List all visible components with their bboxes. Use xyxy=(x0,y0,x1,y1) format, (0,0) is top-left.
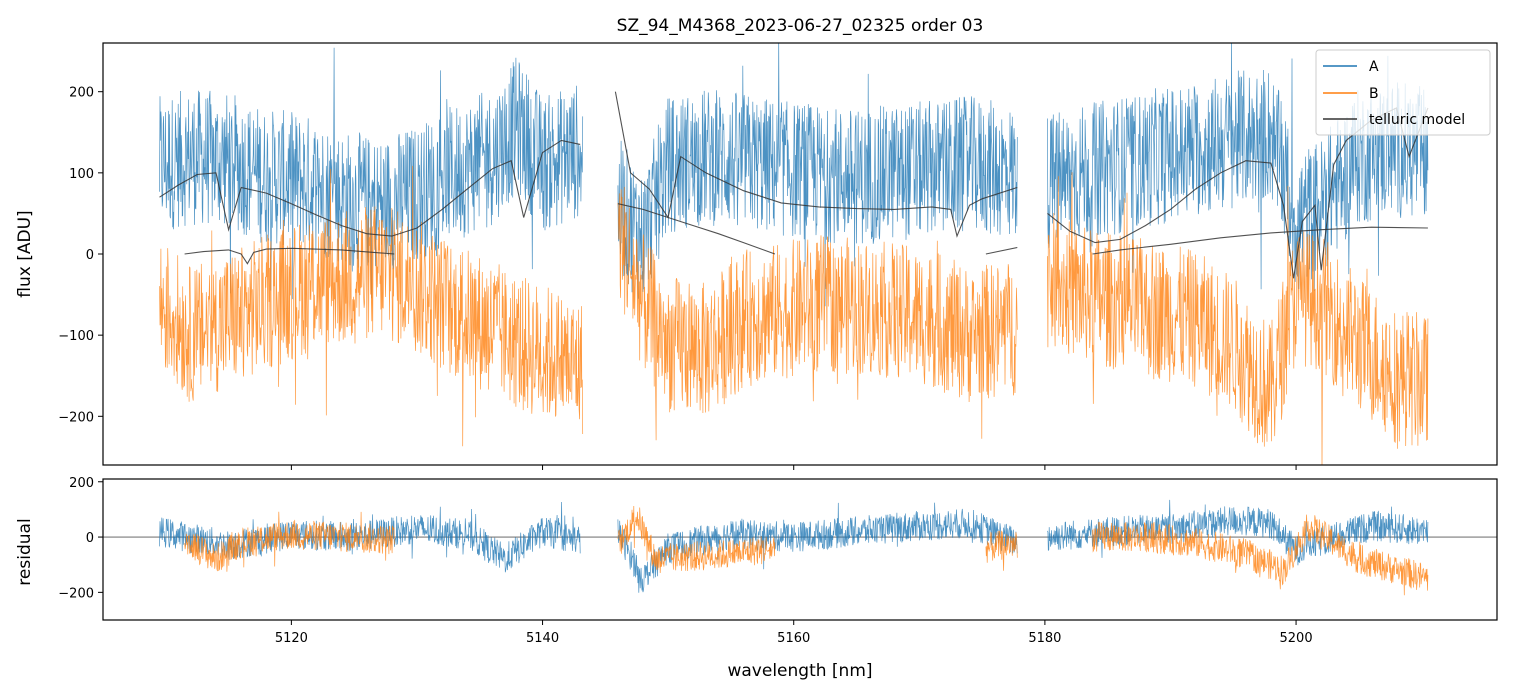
flux-y-tick-label: 200 xyxy=(69,86,94,101)
legend-label-telluric: telluric model xyxy=(1369,112,1465,128)
flux-series-a-segment-1 xyxy=(617,43,1018,307)
flux-series-telluric-model-b-segment-1 xyxy=(617,203,776,255)
flux-y-ticks: −200 −100 0 100 200 xyxy=(58,86,103,425)
flux-series-a-segment-2 xyxy=(1047,43,1429,291)
residual-series-b-segment-0 xyxy=(184,511,395,572)
residual-x-tick-label: 5160 xyxy=(777,631,810,646)
flux-y-tick-label: −200 xyxy=(58,410,94,425)
residual-panel: −200 0 200 5120 5140 5160 5180 5200 residual w… xyxy=(15,476,1498,681)
residual-y-tick-label: 200 xyxy=(69,476,94,491)
residual-series-a-segment-0 xyxy=(159,501,581,573)
flux-series-telluric-model-b-segment-2 xyxy=(985,246,1018,255)
flux-plot-area xyxy=(159,43,1429,465)
flux-series-b-segment-1 xyxy=(617,186,1018,441)
residual-x-tick-label: 5120 xyxy=(275,631,308,646)
residual-y-tick-label: −200 xyxy=(58,586,94,601)
x-axis-label: wavelength [nm] xyxy=(727,661,872,681)
residual-y-label: residual xyxy=(15,518,35,585)
chart-title: SZ_94_M4368_2023-06-27_02325 order 03 xyxy=(617,16,984,36)
flux-y-tick-label: 100 xyxy=(69,167,94,182)
residual-axes-frame xyxy=(102,478,1498,621)
residual-x-ticks: 5120 5140 5160 5180 5200 xyxy=(275,620,1313,646)
flux-series-telluric-model-segment-0 xyxy=(159,139,581,237)
flux-y-label: flux [ADU] xyxy=(15,210,35,297)
residual-x-tick-label: 5200 xyxy=(1280,631,1313,646)
legend-label-a: A xyxy=(1369,59,1379,75)
flux-series-b-segment-2 xyxy=(1047,172,1429,465)
flux-series-telluric-model-b-segment-0 xyxy=(184,247,395,265)
legend: A B telluric model xyxy=(1315,49,1491,136)
residual-series-b-segment-1 xyxy=(617,505,776,574)
residual-x-tick-label: 5140 xyxy=(526,631,559,646)
residual-y-ticks: −200 0 200 xyxy=(58,476,103,601)
residual-plot-area xyxy=(103,499,1497,596)
flux-series-telluric-model-b-segment-3 xyxy=(1092,226,1428,255)
flux-panel: −200 −100 0 100 200 flux [ADU] A B telluric … xyxy=(15,42,1498,470)
residual-series-b-segment-3 xyxy=(1092,514,1429,596)
flux-series-telluric-model-segment-1 xyxy=(614,91,1018,238)
flux-y-tick-label: −100 xyxy=(58,329,94,344)
flux-y-tick-label: 0 xyxy=(86,248,94,263)
flux-x-ticks xyxy=(290,465,1297,470)
residual-y-tick-label: 0 xyxy=(86,531,94,546)
residual-x-tick-label: 5180 xyxy=(1028,631,1061,646)
legend-label-b: B xyxy=(1369,86,1379,102)
flux-series-b-segment-0 xyxy=(159,165,584,447)
residual-series-b-segment-2 xyxy=(985,530,1018,571)
legend-box xyxy=(1315,49,1491,136)
